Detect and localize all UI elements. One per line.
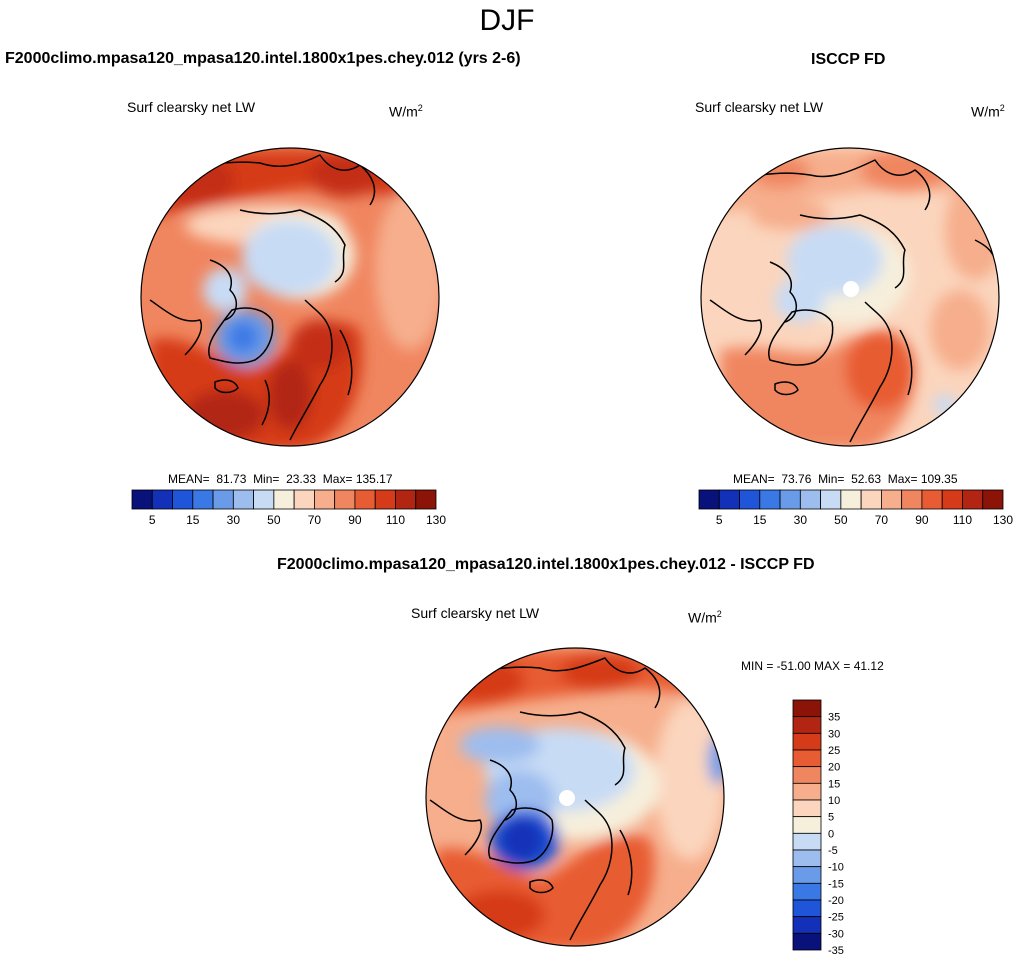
model-colorbar-swatch [313,489,336,510]
diff-colorbar-tick-label: 25 [828,745,840,757]
diff-colorbar-swatch [792,782,822,801]
model-colorbar-swatch [395,489,417,510]
diff-colorbar-swatch [792,849,822,868]
model-colorbar-tick-label: 50 [267,513,281,527]
model-colorbar-tick-label: 70 [308,513,322,527]
diff-colorbar-swatch [792,816,822,834]
obs-colorbar-swatch [718,489,740,510]
season-title: DJF [479,4,535,37]
obs-colorbar-swatch [799,489,821,510]
obs-colorbar-tick-label: 30 [794,513,808,527]
obs-colorbar-tick-label: 90 [915,513,929,527]
obs-colorbar-swatch [759,489,781,510]
diff-colorbar-swatch [792,899,822,918]
diff-colorbar: 35 30 25 20 15 10 5 0 -5 -10 -15 -20 -25 -30 -35 [792,699,844,957]
obs-colorbar-tick-label: 130 [993,513,1013,527]
model-colorbar-swatch [374,489,396,510]
diff-colorbar-tick-label: 35 [828,712,840,724]
obs-colorbar-swatch [962,489,984,510]
model-colorbar-swatch [192,489,214,510]
diff-colorbar-tick-label: -35 [828,945,844,957]
diff-units: W/m2 [688,609,722,626]
diff-colorbar-tick-label: -15 [828,878,844,890]
model-colorbar-swatch [354,489,376,510]
obs-colorbar-tick-label: 70 [875,513,889,527]
obs-colorbar-swatch [820,489,842,510]
model-colorbar-swatch [212,489,234,510]
diff-colorbar-tick-label: -5 [828,845,838,857]
diff-colorbar-swatch [792,716,822,734]
model-colorbar-tick-label: 90 [348,513,362,527]
model-colorbar-swatch [293,489,315,510]
obs-colorbar: 5 15 30 50 70 90 110 130 [698,489,1013,527]
diff-colorbar-tick-label: 10 [828,795,840,807]
diff-colorbar-tick-label: -20 [828,895,844,907]
obs-stats: MEAN= 73.76 Min= 52.63 Max= 109.35 [733,472,958,486]
obs-variable-title: Surf clearsky net LW [695,99,824,115]
model-colorbar-swatch [131,489,153,510]
diff-colorbar-tick-label: 30 [828,728,840,740]
obs-panel-header: ISCCP FD [811,51,886,68]
obs-colorbar-swatch [698,489,720,510]
obs-colorbar-swatch [739,489,761,510]
model-colorbar-tick-label: 30 [227,513,241,527]
model-colorbar-swatch [415,489,437,510]
diff-minmax: MIN = -51.00 MAX = 41.12 [741,659,884,673]
diff-colorbar-swatch [792,766,822,784]
model-colorbar: 5 15 30 50 70 90 110 130 [131,489,446,527]
model-colorbar-swatch [151,489,173,510]
obs-colorbar-swatch [982,489,1004,510]
obs-colorbar-swatch [901,489,923,510]
model-colorbar-tick-label: 5 [149,513,156,527]
obs-colorbar-swatch [779,489,801,510]
diff-colorbar-swatch [792,866,822,884]
diff-colorbar-swatch [792,832,822,851]
model-colorbar-swatch [172,489,194,510]
diff-colorbar-swatch [792,732,822,751]
obs-units: W/m2 [971,103,1005,120]
model-colorbar-tick-label: 130 [426,513,446,527]
diff-colorbar-tick-label: 15 [828,778,840,790]
diff-colorbar-swatch [792,699,822,718]
diff-colorbar-tick-label: -10 [828,862,844,874]
obs-colorbar-swatch [860,489,882,510]
diff-colorbar-tick-label: -25 [828,912,844,924]
diff-colorbar-swatch [792,916,822,934]
diff-colorbar-swatch [792,882,822,901]
model-stats: MEAN= 81.73 Min= 23.33 Max= 135.17 [168,472,393,486]
model-units: W/m2 [389,103,423,120]
obs-colorbar-tick-label: 110 [953,513,972,527]
obs-colorbar-swatch [921,489,943,510]
model-variable-title: Surf clearsky net LW [127,99,256,115]
obs-colorbar-swatch [941,489,963,510]
diff-colorbar-swatch [792,749,822,768]
diff-colorbar-swatch [792,932,822,951]
model-polar-map [140,147,440,447]
obs-colorbar-tick-label: 50 [834,513,848,527]
model-colorbar-swatch [232,489,254,510]
diff-panel-header: F2000climo.mpasa120_mpasa120.intel.1800x… [277,556,815,573]
diff-colorbar-tick-label: -30 [828,928,844,940]
model-colorbar-swatch [334,489,356,510]
diff-colorbar-tick-label: 5 [828,812,834,824]
obs-colorbar-tick-label: 15 [753,513,767,527]
diff-colorbar-tick-label: 0 [828,828,834,840]
model-colorbar-swatch [253,489,275,510]
model-colorbar-tick-label: 110 [386,513,405,527]
obs-colorbar-swatch [881,489,903,510]
obs-colorbar-tick-label: 5 [716,513,723,527]
diff-polar-map [425,647,725,947]
obs-polar-map [700,147,1000,447]
model-colorbar-swatch [273,489,295,510]
model-colorbar-tick-label: 15 [186,513,200,527]
model-panel-header: F2000climo.mpasa120_mpasa120.intel.1800x… [5,50,521,67]
diff-colorbar-swatch [792,799,822,818]
obs-colorbar-swatch [840,489,862,510]
diff-variable-title: Surf clearsky net LW [411,605,540,621]
diff-colorbar-tick-label: 20 [828,762,840,774]
